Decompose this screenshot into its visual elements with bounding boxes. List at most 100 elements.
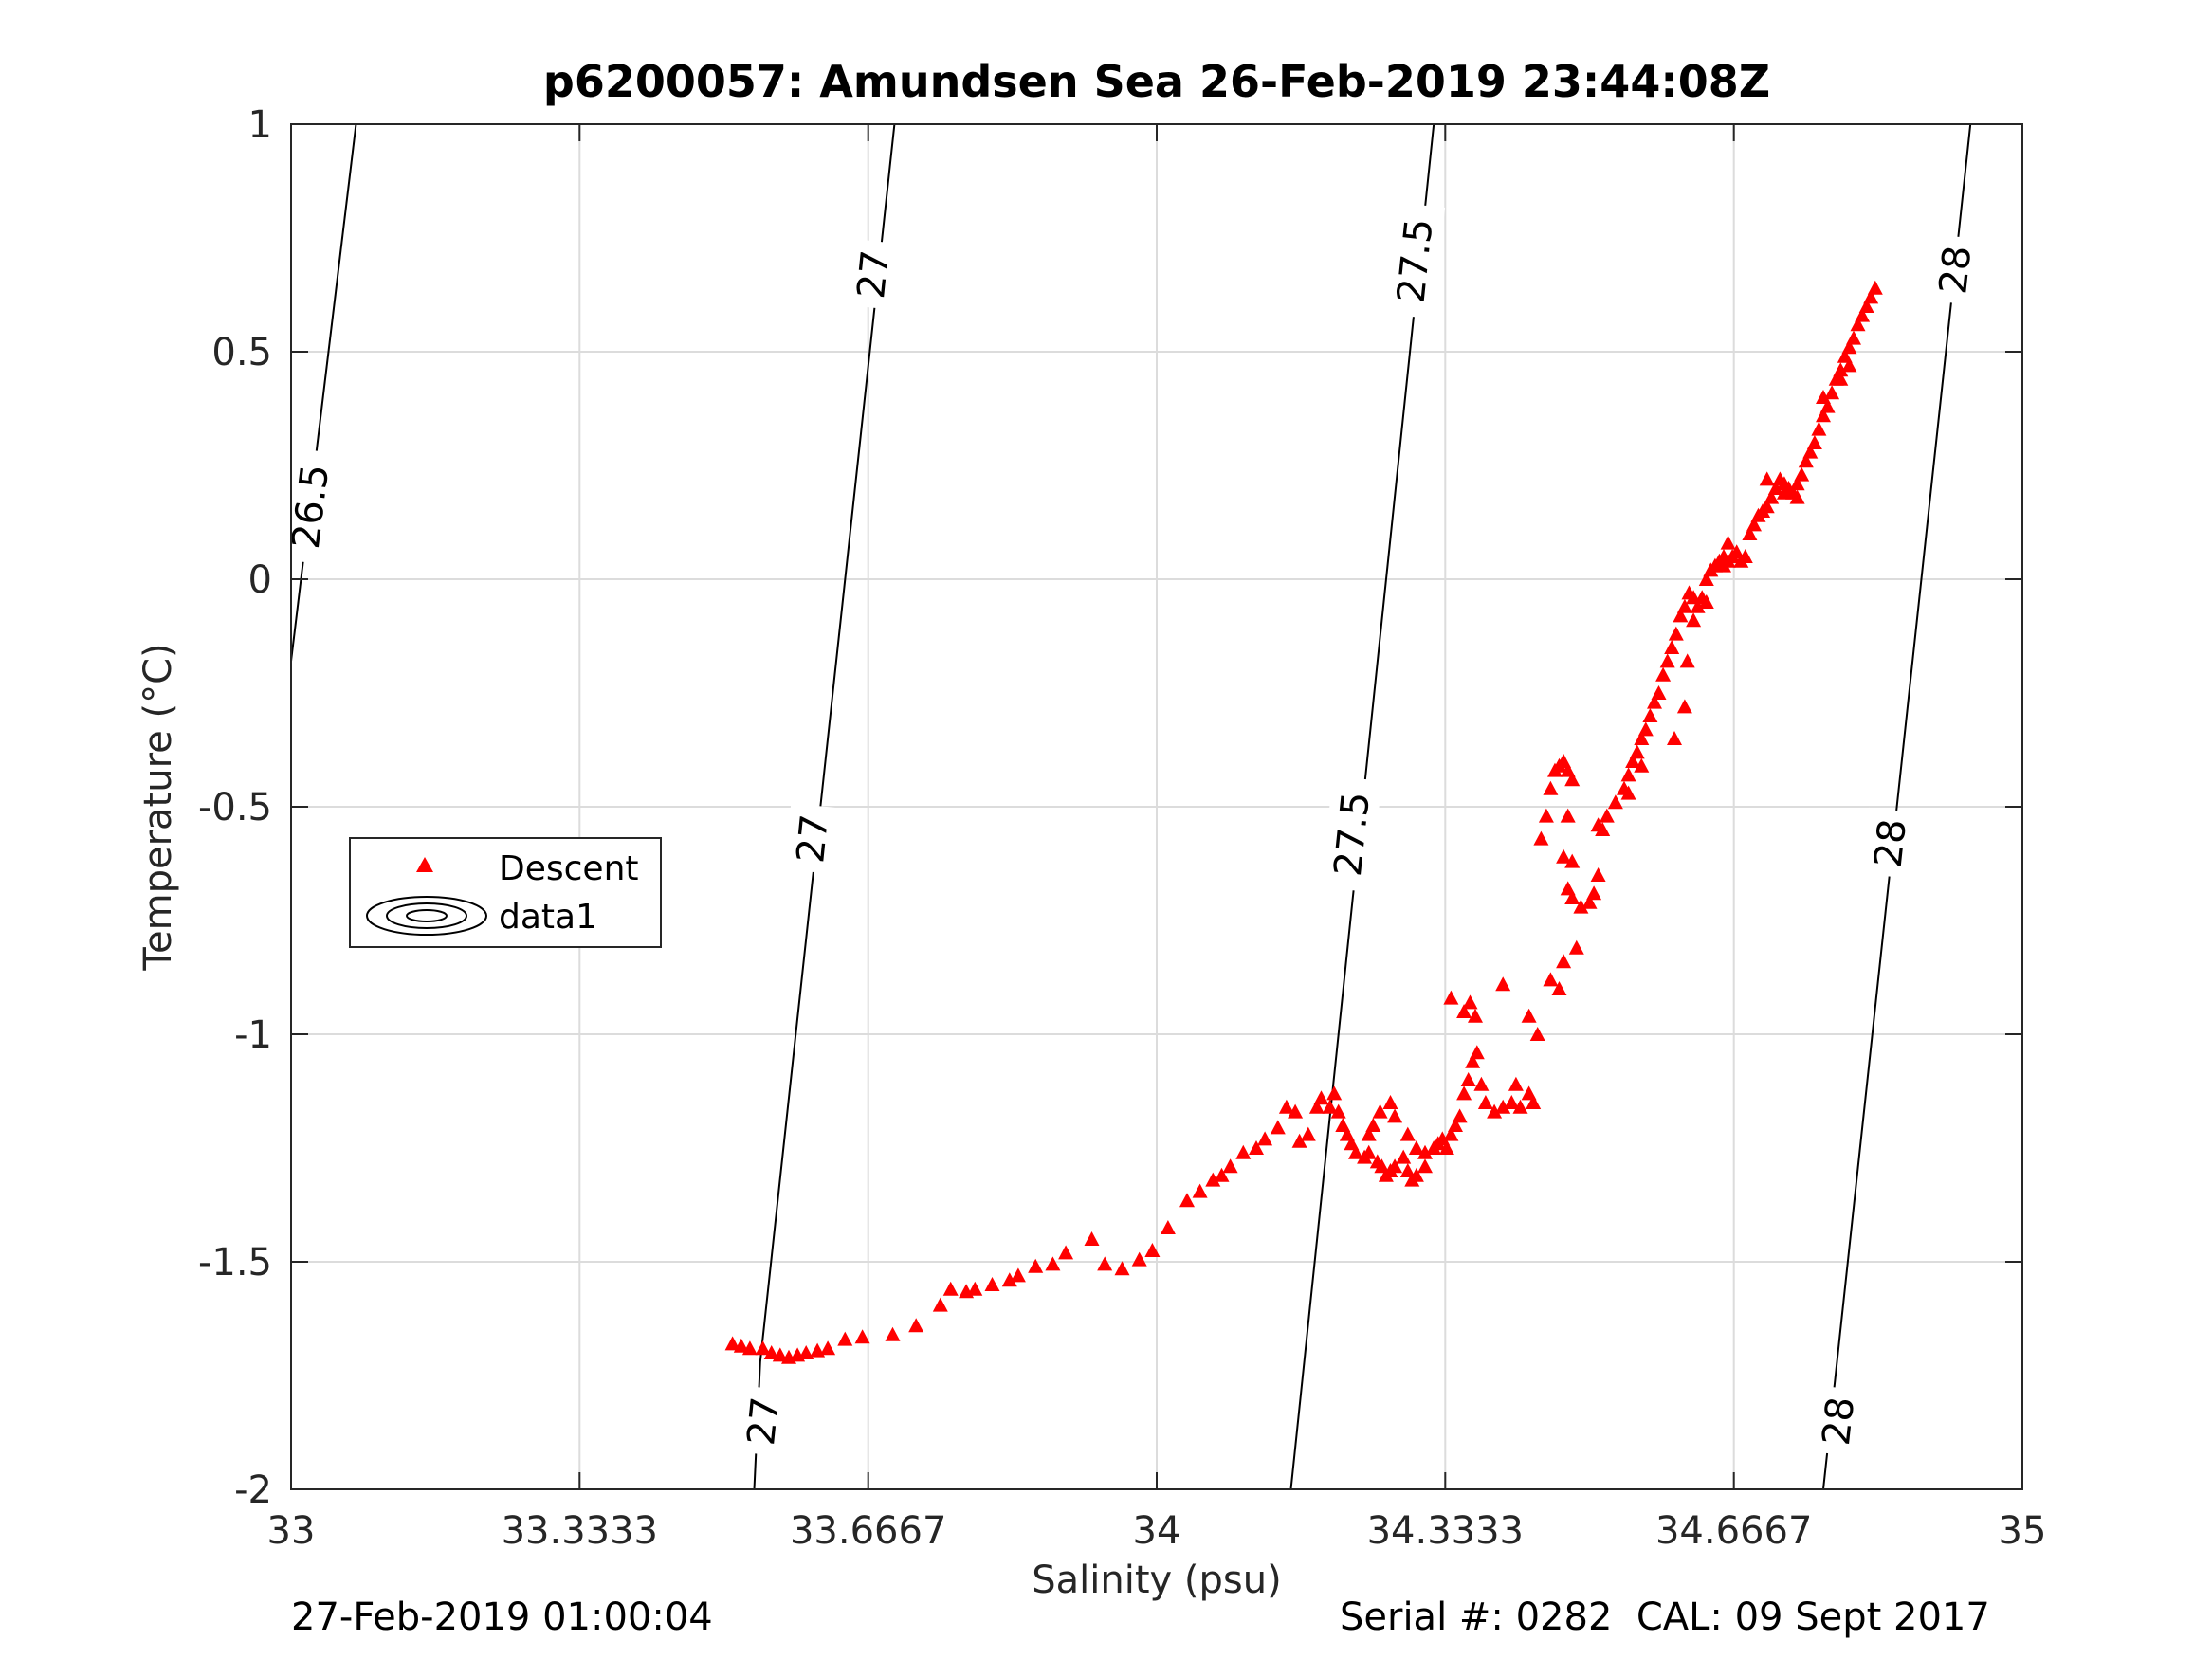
data-point (1698, 594, 1714, 609)
contour-label-bg (1321, 775, 1382, 893)
data-point (772, 1347, 788, 1362)
data-point (1288, 1103, 1304, 1119)
y-axis-label: Temperature (°C) (137, 643, 180, 971)
data-point (1313, 1090, 1329, 1105)
data-point (1028, 1258, 1044, 1273)
data-point (1308, 1099, 1325, 1114)
data-point (1330, 1103, 1346, 1119)
data-point (1642, 708, 1658, 722)
data-point (1448, 1118, 1463, 1132)
data-point (1620, 785, 1636, 800)
data-point (1543, 780, 1559, 795)
data-point (1084, 1231, 1100, 1246)
descent-series (724, 280, 1883, 1364)
data-point (1651, 685, 1667, 700)
data-point (1179, 1193, 1195, 1208)
contour-label-bg (784, 803, 841, 875)
data-point (1764, 489, 1780, 504)
data-point (837, 1331, 853, 1346)
x-tick-label: 34.3333 (1367, 1509, 1524, 1553)
legend-label-data1: data1 (499, 898, 597, 937)
data-point (1806, 435, 1822, 449)
data-point (1361, 1126, 1377, 1141)
data-point (1679, 653, 1695, 668)
data-point (1855, 307, 1871, 322)
data-point (1270, 1120, 1286, 1135)
contour-label-bg (1861, 807, 1918, 879)
x-tick-label: 34 (1133, 1509, 1181, 1553)
data-point (1841, 339, 1857, 355)
data-point (1291, 1133, 1307, 1148)
data-point (1556, 954, 1572, 969)
contour-label: 27 (740, 1395, 788, 1447)
data-point (1300, 1126, 1316, 1141)
y-tick-label: 0 (248, 558, 272, 602)
data-point (1387, 1158, 1403, 1174)
data-point (1538, 808, 1554, 823)
data-point (1222, 1158, 1238, 1174)
data-point (1655, 666, 1672, 682)
data-point (1846, 330, 1861, 345)
data-point (1361, 1144, 1377, 1159)
data-point (1767, 481, 1783, 495)
data-point (908, 1318, 924, 1333)
contour-label: 27.5 (1326, 790, 1379, 878)
footer-timestamp: 27-Feb-2019 01:00:04 (291, 1595, 713, 1639)
contour-label: 27 (789, 812, 837, 865)
data-point (1443, 1126, 1459, 1141)
data-point (1469, 1045, 1485, 1060)
data-point (1045, 1256, 1061, 1271)
data-point (1396, 1149, 1412, 1164)
data-point (1667, 731, 1682, 745)
legend-contour-marker (366, 896, 487, 936)
data-point (1387, 1108, 1403, 1123)
data-point (1473, 1076, 1490, 1091)
legend-triangle-marker (416, 857, 433, 872)
contour-label-bg (845, 238, 901, 310)
data-point (1599, 808, 1615, 823)
data-point (1789, 489, 1805, 504)
data-point (1759, 471, 1775, 486)
data-point (1322, 1099, 1338, 1114)
contour-label-bg (735, 1385, 792, 1457)
data-point (798, 1345, 814, 1359)
data-point (1010, 1267, 1026, 1283)
data-point (1634, 757, 1650, 773)
data-point (1634, 731, 1650, 745)
data-point (1676, 699, 1692, 714)
footer-serial-cal: Serial #: 0282 CAL: 09 Sept 2017 (1340, 1595, 1990, 1639)
data-point (1456, 1085, 1472, 1101)
contour-label-bg (1927, 234, 1983, 306)
data-point (1686, 612, 1702, 628)
legend: Descent data1 (349, 837, 662, 948)
data-point (1144, 1243, 1161, 1257)
contour-label: 28 (1815, 1395, 1863, 1448)
data-point (1326, 1085, 1343, 1101)
data-point (1131, 1251, 1147, 1267)
data-point (1443, 990, 1459, 1005)
data-point (1462, 994, 1478, 1010)
data-point (1399, 1126, 1416, 1141)
contour-label-bg (291, 447, 341, 565)
data-point (1607, 794, 1623, 810)
data-point (1495, 1099, 1511, 1114)
data-point (1802, 444, 1819, 459)
data-point (1456, 1004, 1472, 1018)
data-point (1625, 754, 1641, 768)
data-point (1465, 1053, 1481, 1068)
data-point (1460, 1072, 1476, 1086)
legend-box (349, 837, 662, 948)
data-point (820, 1340, 836, 1356)
y-tick-label: -1.5 (198, 1241, 272, 1285)
data-point (1249, 1140, 1264, 1155)
data-point (1629, 744, 1645, 759)
data-point (755, 1340, 771, 1356)
data-point (1664, 640, 1680, 654)
data-point (741, 1340, 758, 1356)
y-tick-label: -2 (234, 1468, 272, 1512)
contour-label: 27 (850, 248, 898, 301)
x-tick-label: 33.3333 (502, 1509, 658, 1553)
data-point (1001, 1272, 1017, 1287)
